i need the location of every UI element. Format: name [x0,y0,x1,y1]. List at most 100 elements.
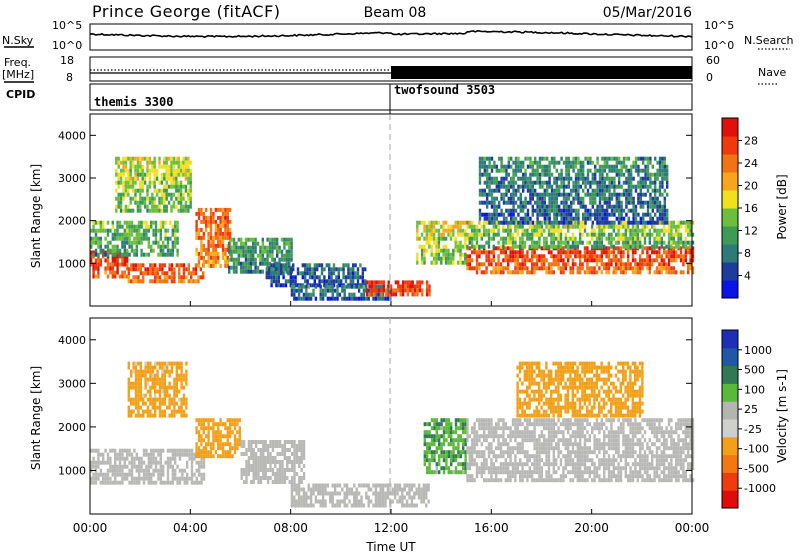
power-cell [564,244,567,249]
velocity-cell [190,468,194,473]
power-cell [606,172,609,177]
power-cell [365,288,369,293]
power-cell [290,292,294,297]
power-cell [151,164,154,169]
power-cell [421,288,424,293]
power-cell [99,220,102,225]
power-cell [643,228,647,233]
power-colorbar-swatch [722,262,738,281]
power-cell [169,236,172,241]
power-cell [627,266,630,271]
freq-unit-label: [MHz] [2,68,34,81]
power-cell [649,156,652,161]
velocity-cell [336,499,339,504]
power-cell [524,196,527,201]
velocity-cell [302,440,306,444]
power-cell [461,252,465,257]
power-cell [600,240,603,245]
velocity-cell [158,385,162,390]
power-cell [94,266,98,271]
power-cell [620,216,623,221]
power-cell [149,263,152,268]
velocity-cell [433,418,436,423]
power-cell [224,215,227,220]
power-cell [228,249,231,254]
power-cell [555,200,558,205]
power-cell [637,220,640,225]
power-cell [180,263,183,268]
power-cell [504,254,507,259]
power-cell [475,258,479,263]
power-cell [94,232,98,237]
velocity-cell [398,483,402,488]
power-cell [242,253,245,258]
velocity-cell [464,426,467,431]
power-cell [313,275,316,280]
power-cell [254,237,257,242]
power-cell [658,254,661,259]
velocity-cell [430,458,434,463]
power-cell [336,292,339,297]
velocity-cell [276,476,279,480]
power-cell [529,192,532,197]
power-cell [507,224,510,229]
velocity-cell [278,476,282,480]
power-cell [325,263,328,268]
power-cell [226,255,229,260]
power-cell [577,188,580,193]
power-cell [219,243,222,248]
power-cell [534,156,537,161]
power-cell [591,196,594,201]
power-cell [637,184,640,189]
power-cell [135,248,138,253]
power-cell [116,236,119,241]
power-cell [277,267,280,272]
velocity-cell [288,460,291,464]
power-cell [340,279,343,284]
power-cell [577,208,580,213]
power-cell [136,188,140,193]
power-cell [123,240,126,245]
velocity-cell [149,397,152,402]
power-cell [600,250,603,255]
power-cell [574,196,578,201]
velocity-cell [427,487,430,492]
power-cell [316,283,319,288]
velocity-cell [128,480,131,485]
power-cell [127,204,130,209]
power-cell [353,296,356,301]
velocity-cell [372,491,375,496]
power-cell [155,204,159,209]
power-cell [344,275,348,280]
power-cell [187,156,190,161]
power-cell [502,180,506,185]
power-cell [663,216,666,221]
power-cell [667,236,671,241]
power-cell [179,172,183,177]
velocity-cell [269,452,272,456]
power-cell [435,236,438,241]
power-cell [217,231,220,236]
power-cell [226,223,229,228]
velocity-cell [217,422,220,427]
velocity-cell [142,401,145,406]
power-cell [524,200,527,205]
power-cell [507,270,510,275]
velocity-cell [454,446,458,451]
velocity-cell [459,450,462,455]
velocity-cell [173,393,176,398]
power-cell [644,164,647,169]
power-cell [651,188,654,193]
power-cell [507,236,510,241]
power-cell [247,245,250,250]
power-cell [594,188,597,193]
power-cell [691,258,695,263]
power-cell [336,296,339,301]
velocity-cell [123,476,126,481]
power-cell [375,288,378,293]
velocity-cell [127,409,130,414]
power-cell [106,240,110,245]
power-cell [620,192,623,197]
power-cell [209,235,213,240]
power-cell [154,263,157,268]
